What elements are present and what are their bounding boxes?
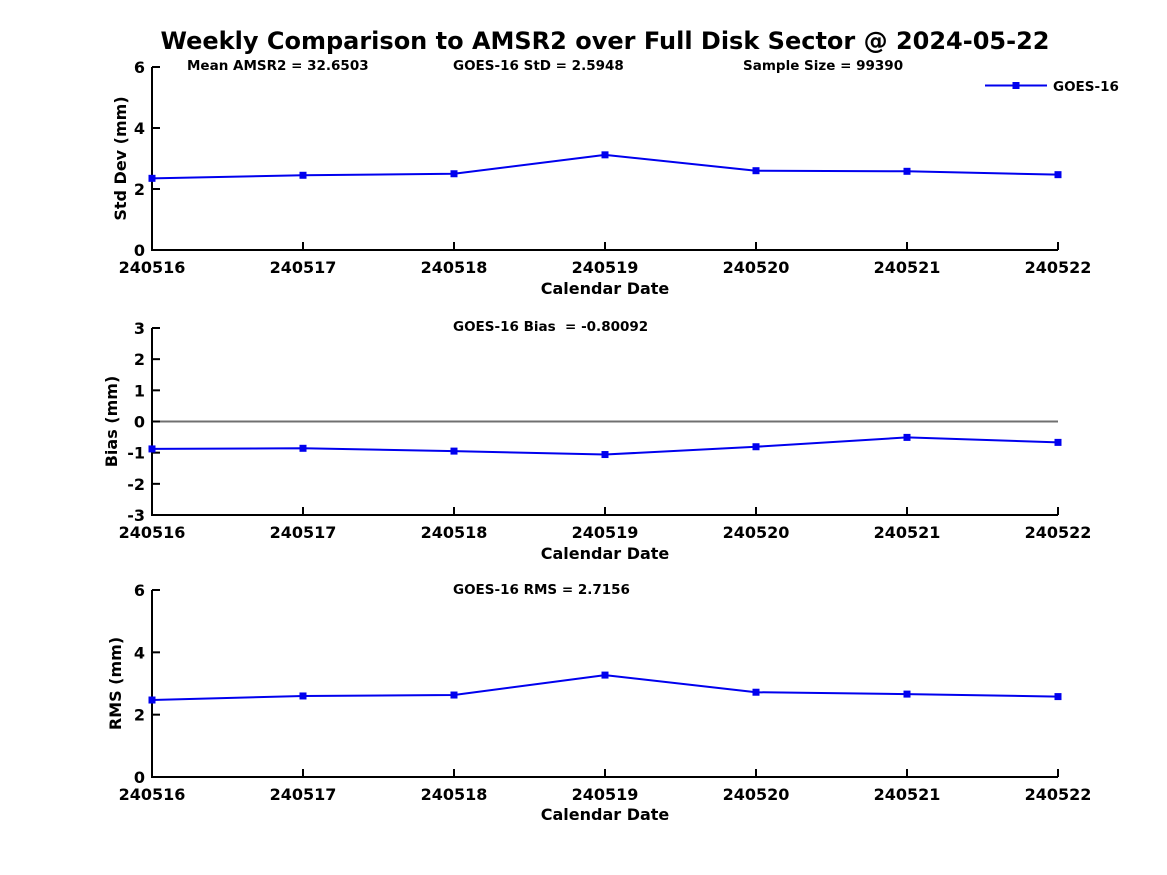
data-point-marker: [148, 696, 156, 704]
y-axis-label: Bias (mm): [102, 376, 121, 468]
x-tick-label: 240516: [119, 523, 186, 542]
y-tick-label: 4: [134, 643, 145, 662]
y-tick-label: 2: [134, 180, 145, 199]
x-tick-label: 240522: [1025, 785, 1092, 804]
data-point-marker: [1054, 171, 1062, 179]
data-point-marker: [752, 167, 760, 175]
annotation: GOES-16 StD = 2.5948: [453, 58, 624, 74]
y-tick-label: 0: [134, 241, 145, 260]
y-tick-label: 1: [134, 381, 145, 400]
x-tick-label: 240520: [723, 258, 790, 277]
data-point-marker: [450, 170, 458, 178]
annotation: Sample Size = 99390: [743, 58, 903, 74]
y-tick-label: 2: [134, 350, 145, 369]
y-axis-label: RMS (mm): [106, 637, 125, 730]
x-tick-label: 240518: [421, 258, 488, 277]
data-line-goes-16: [151, 674, 1059, 702]
x-axis-label: Calendar Date: [541, 544, 670, 563]
data-point-marker: [601, 151, 609, 159]
y-tick-label: 6: [134, 581, 145, 600]
x-tick-label: 240518: [421, 785, 488, 804]
y-tick-label: 4: [134, 119, 145, 138]
y-tick-label: 3: [134, 319, 145, 338]
x-tick-label: 240520: [723, 785, 790, 804]
x-tick-label: 240522: [1025, 258, 1092, 277]
x-axis-label: Calendar Date: [541, 279, 670, 298]
annotation: GOES-16 Bias = -0.80092: [453, 319, 648, 335]
x-tick-label: 240518: [421, 523, 488, 542]
data-point-marker: [148, 445, 156, 453]
y-tick-label: 2: [134, 706, 145, 725]
data-point-marker: [601, 671, 609, 679]
figure-title: Weekly Comparison to AMSR2 over Full Dis…: [160, 27, 1050, 55]
data-point-marker: [903, 690, 911, 698]
x-tick-label: 240519: [572, 523, 639, 542]
y-tick-label: 6: [134, 58, 145, 77]
x-tick-label: 240520: [723, 523, 790, 542]
legend-marker-sample: [1012, 82, 1020, 89]
x-axis-label: Calendar Date: [541, 805, 670, 824]
x-tick-label: 240519: [572, 785, 639, 804]
data-point-marker: [752, 443, 760, 451]
annotation: Mean AMSR2 = 32.6503: [187, 58, 369, 74]
data-point-marker: [903, 167, 911, 175]
y-tick-label: -3: [127, 506, 145, 525]
data-point-marker: [1054, 693, 1062, 701]
x-tick-label: 240517: [270, 785, 337, 804]
data-point-marker: [299, 444, 307, 452]
annotation: GOES-16 RMS = 2.7156: [453, 582, 630, 598]
x-tick-label: 240522: [1025, 523, 1092, 542]
x-tick-label: 240521: [874, 523, 941, 542]
x-tick-label: 240521: [874, 258, 941, 277]
y-tick-label: -2: [127, 475, 145, 494]
x-tick-label: 240516: [119, 785, 186, 804]
y-tick-label: 0: [134, 768, 145, 787]
axis-spines: [151, 590, 1058, 778]
data-point-marker: [903, 433, 911, 441]
data-point-marker: [752, 688, 760, 696]
y-axis-label: Std Dev (mm): [111, 96, 130, 220]
x-tick-label: 240517: [270, 523, 337, 542]
axis-spines: [151, 67, 1058, 251]
data-point-marker: [450, 447, 458, 455]
legend-label: GOES-16: [1053, 79, 1119, 95]
x-tick-label: 240517: [270, 258, 337, 277]
x-tick-label: 240519: [572, 258, 639, 277]
data-line-goes-16: [151, 153, 1059, 180]
data-point-marker: [450, 691, 458, 699]
y-tick-label: -1: [127, 444, 145, 463]
x-tick-label: 240521: [874, 785, 941, 804]
data-point-marker: [299, 171, 307, 179]
data-point-marker: [148, 174, 156, 182]
data-point-marker: [299, 692, 307, 700]
y-tick-label: 0: [134, 413, 145, 432]
data-point-marker: [601, 451, 609, 459]
x-tick-label: 240516: [119, 258, 186, 277]
data-point-marker: [1054, 438, 1062, 446]
